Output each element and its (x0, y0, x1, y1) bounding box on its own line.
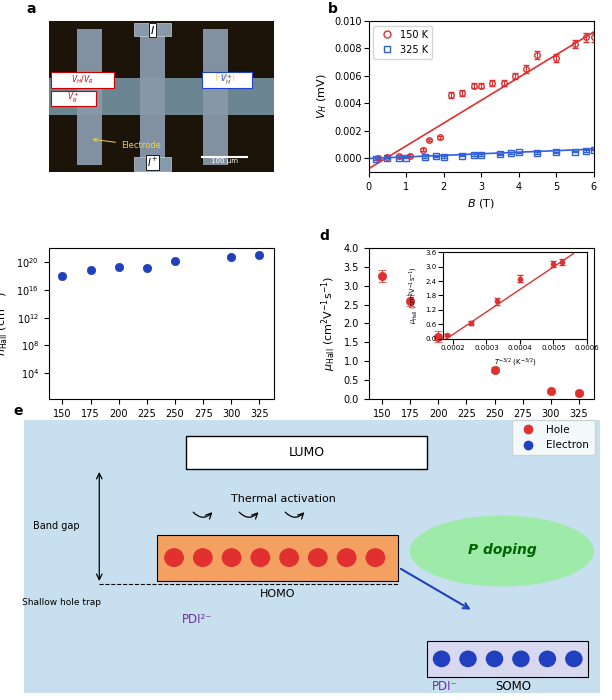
Bar (49, 78, 274, 115)
Circle shape (165, 549, 183, 566)
Ellipse shape (410, 515, 594, 587)
Text: $V_H$/$V_R$: $V_H$/$V_R$ (72, 74, 94, 86)
Legend: 150 K, 325 K: 150 K, 325 K (373, 26, 431, 59)
Text: PDI⁻: PDI⁻ (431, 680, 457, 693)
Circle shape (460, 651, 476, 666)
Bar (203, 29, 228, 164)
Circle shape (337, 549, 356, 566)
Circle shape (222, 549, 241, 566)
Bar (77, 29, 102, 164)
Circle shape (366, 549, 384, 566)
Text: $I$: $I$ (150, 24, 155, 36)
Bar (135, 22, 171, 36)
Circle shape (193, 549, 212, 566)
Legend: Hole, Electron: Hole, Electron (512, 420, 594, 456)
Text: LUMO: LUMO (288, 447, 324, 459)
Text: PDI²⁻: PDI²⁻ (182, 612, 212, 626)
Circle shape (433, 651, 450, 666)
Text: d: d (319, 229, 329, 243)
X-axis label: $T$ (K): $T$ (K) (468, 424, 495, 438)
Circle shape (280, 549, 298, 566)
Text: Thermal activation: Thermal activation (231, 494, 336, 504)
Y-axis label: $V_H$ (mV): $V_H$ (mV) (316, 74, 329, 120)
Circle shape (308, 549, 327, 566)
Bar (185, 436, 427, 469)
Text: e: e (13, 403, 23, 417)
Bar (51, 90, 96, 106)
Circle shape (487, 651, 502, 666)
Bar (427, 641, 588, 677)
Text: Film: Film (215, 74, 234, 83)
Text: P doping: P doping (468, 543, 536, 557)
Text: a: a (26, 2, 36, 16)
X-axis label: $B$ (T): $B$ (T) (467, 197, 495, 211)
Text: SOMO: SOMO (496, 680, 531, 693)
Y-axis label: $\mu_\mathrm{Hall}$ (cm$^2$V$^{-1}$s$^{-1}$): $\mu_\mathrm{Hall}$ (cm$^2$V$^{-1}$s$^{-… (319, 276, 338, 371)
Text: $V_R^+$: $V_R^+$ (67, 91, 80, 105)
Y-axis label: $n_\mathrm{Hall}$ (cm$^{-3}$): $n_\mathrm{Hall}$ (cm$^{-3}$) (0, 291, 11, 356)
Circle shape (513, 651, 529, 666)
Text: HOMO: HOMO (260, 589, 296, 598)
Bar (140, 29, 165, 164)
Text: Band gap: Band gap (33, 522, 80, 531)
Bar (157, 535, 398, 581)
Text: $I^+$: $I^+$ (147, 156, 159, 169)
Text: 100 μm: 100 μm (211, 158, 238, 164)
Text: Electrode: Electrode (93, 138, 161, 150)
Circle shape (539, 651, 556, 666)
Text: b: b (328, 2, 338, 16)
Text: $V_H^+$: $V_H^+$ (220, 73, 233, 87)
Bar (135, 157, 171, 171)
X-axis label: $T$ (K): $T$ (K) (147, 424, 175, 438)
Bar (51, 72, 114, 88)
Text: Shallow hole trap: Shallow hole trap (23, 598, 102, 608)
Bar (202, 72, 252, 88)
Circle shape (251, 549, 269, 566)
Circle shape (566, 651, 582, 666)
